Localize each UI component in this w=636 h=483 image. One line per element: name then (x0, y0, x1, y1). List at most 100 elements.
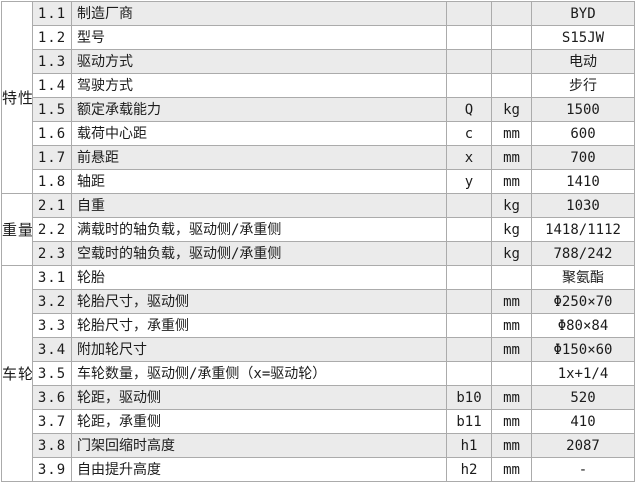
unit-cell: mm (491, 433, 532, 458)
spec-name-cell: 驱动方式 (71, 49, 447, 74)
table-row: 3.2 轮胎尺寸，驱动侧 mm Φ250×70 (2, 289, 635, 314)
row-number-cell: 1.3 (32, 49, 72, 74)
spec-name-cell: 附加轮尺寸 (71, 337, 447, 362)
spec-name-cell: 空载时的轴负载，驱动侧/承重侧 (71, 241, 447, 266)
spec-name-cell: 轮距，承重侧 (71, 409, 447, 434)
unit-cell (491, 361, 532, 386)
symbol-cell (446, 337, 492, 362)
unit-cell: kg (491, 193, 532, 218)
spec-name-cell: 门架回缩时高度 (71, 433, 447, 458)
table-row: 特性 1.1 制造厂商 BYD (1, 1, 635, 194)
category-cell-characteristics: 特性 (1, 1, 33, 194)
value-cell: 1410 (531, 169, 635, 194)
unit-cell: mm (491, 457, 532, 482)
value-cell: Φ80×84 (531, 313, 635, 338)
spec-name-cell: 车轮数量，驱动侧/承重侧（x=驱动轮） (71, 361, 447, 386)
unit-cell: kg (491, 97, 532, 122)
unit-cell: mm (491, 337, 532, 362)
spec-name-cell: 自由提升高度 (71, 457, 447, 482)
unit-cell (491, 25, 532, 50)
table-row: 1.5 额定承载能力 Q kg 1500 (2, 97, 635, 122)
unit-cell (491, 49, 532, 74)
unit-cell: mm (491, 409, 532, 434)
value-cell: - (531, 457, 635, 482)
row-number-cell: 2.1 (32, 193, 72, 218)
value-cell: 700 (531, 145, 635, 170)
row-number-cell: 3.9 (32, 457, 72, 482)
table-row: 3.4 附加轮尺寸 mm Φ150×60 (2, 337, 635, 362)
spec-name-cell: 前悬距 (71, 145, 447, 170)
row-number-cell: 2.3 (32, 241, 72, 266)
spec-name-cell: 轮胎尺寸，驱动侧 (71, 289, 447, 314)
value-cell: 520 (531, 385, 635, 410)
symbol-cell (446, 193, 492, 218)
table-row: 1.4 驾驶方式 步行 (2, 73, 635, 98)
value-cell: 600 (531, 121, 635, 146)
symbol-cell: x (446, 145, 492, 170)
unit-cell (491, 1, 532, 26)
row-number-cell: 3.3 (32, 313, 72, 338)
symbol-cell (446, 289, 492, 314)
row-number-cell: 3.7 (32, 409, 72, 434)
value-cell: 1x+1/4 (531, 361, 635, 386)
unit-cell: mm (491, 169, 532, 194)
row-number-cell: 2.2 (32, 217, 72, 242)
row-number-cell: 1.4 (32, 73, 72, 98)
symbol-cell (446, 217, 492, 242)
symbol-cell (446, 265, 492, 290)
row-number-cell: 1.7 (32, 145, 72, 170)
table-row: 2.2 满载时的轴负载，驱动侧/承重侧 kg 1418/1112 (2, 217, 635, 242)
spec-name-cell: 驾驶方式 (71, 73, 447, 98)
row-number-cell: 1.6 (32, 121, 72, 146)
symbol-cell (446, 49, 492, 74)
unit-cell (491, 73, 532, 98)
table-row: 3.5 车轮数量，驱动侧/承重侧（x=驱动轮） 1x+1/4 (2, 361, 635, 386)
table-row: 3.6 轮距，驱动侧 b10 mm 520 (2, 385, 635, 410)
spec-name-cell: 制造厂商 (71, 1, 447, 26)
value-cell: 聚氨酯 (531, 265, 635, 290)
value-cell: Φ250×70 (531, 289, 635, 314)
symbol-cell: y (446, 169, 492, 194)
category-cell-weight: 重量 (1, 193, 33, 266)
spec-name-cell: 载荷中心距 (71, 121, 447, 146)
table-row: 3.3 轮胎尺寸，承重侧 mm Φ80×84 (2, 313, 635, 338)
symbol-cell: Q (446, 97, 492, 122)
category-cell-wheels: 车轮 (1, 265, 33, 482)
table-row: 1.2 型号 S15JW (2, 25, 635, 50)
value-cell: 步行 (531, 73, 635, 98)
value-cell: 电动 (531, 49, 635, 74)
unit-cell: mm (491, 313, 532, 338)
spec-name-cell: 自重 (71, 193, 447, 218)
symbol-cell: h1 (446, 433, 492, 458)
row-number-cell: 3.5 (32, 361, 72, 386)
unit-cell: kg (491, 217, 532, 242)
value-cell: 1500 (531, 97, 635, 122)
row-number-cell: 1.5 (32, 97, 72, 122)
value-cell: 788/242 (531, 241, 635, 266)
symbol-cell (446, 313, 492, 338)
value-cell: 2087 (531, 433, 635, 458)
row-number-cell: 3.2 (32, 289, 72, 314)
unit-cell (491, 265, 532, 290)
spec-name-cell: 轮胎尺寸，承重侧 (71, 313, 447, 338)
table-row: 车轮 3.1 轮胎 聚氨酯 (1, 265, 635, 482)
unit-cell: kg (491, 241, 532, 266)
table-row: 3.8 门架回缩时高度 h1 mm 2087 (2, 433, 635, 458)
symbol-cell: c (446, 121, 492, 146)
table-row: 2.3 空载时的轴负载，驱动侧/承重侧 kg 788/242 (2, 241, 635, 266)
symbol-cell (446, 25, 492, 50)
symbol-cell: b11 (446, 409, 492, 434)
table-row: 重量 2.1 自重 kg 1030 (1, 193, 635, 266)
unit-cell: mm (491, 145, 532, 170)
table-row: 3.7 轮距，承重侧 b11 mm 410 (2, 409, 635, 434)
spec-name-cell: 轮距，驱动侧 (71, 385, 447, 410)
table-row: 1.6 载荷中心距 c mm 600 (2, 121, 635, 146)
spec-name-cell: 轮胎 (71, 265, 447, 290)
unit-cell: mm (491, 385, 532, 410)
table-row: 1.8 轴距 y mm 1410 (2, 169, 635, 194)
symbol-cell (446, 1, 492, 26)
symbol-cell: b10 (446, 385, 492, 410)
row-number-cell: 3.6 (32, 385, 72, 410)
table-row: 1.7 前悬距 x mm 700 (2, 145, 635, 170)
